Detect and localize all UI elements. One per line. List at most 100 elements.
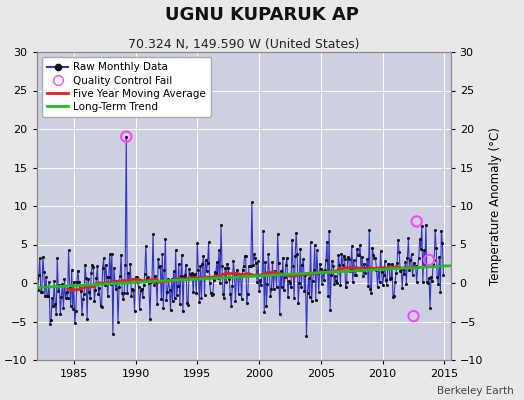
Point <box>404 235 412 242</box>
Point <box>89 264 97 270</box>
Point <box>344 256 353 262</box>
Point <box>188 270 196 276</box>
Point <box>373 284 381 290</box>
Point <box>93 262 102 269</box>
Point <box>227 303 235 310</box>
Point <box>83 316 91 322</box>
Point <box>151 272 159 279</box>
Point <box>161 236 170 242</box>
Point <box>218 262 226 269</box>
Point <box>39 254 47 260</box>
Point <box>110 264 118 271</box>
Point <box>324 293 332 299</box>
Point <box>185 266 193 273</box>
Point <box>436 288 444 295</box>
Point <box>136 306 144 313</box>
Point <box>216 280 224 286</box>
Point <box>425 275 433 282</box>
Point <box>116 273 124 280</box>
Point <box>232 270 241 277</box>
Point <box>383 282 391 288</box>
Point <box>53 255 61 262</box>
Point <box>360 261 368 267</box>
Point <box>32 275 41 281</box>
Point <box>106 281 115 288</box>
Point <box>54 288 62 294</box>
Point <box>268 259 277 265</box>
Point <box>148 277 156 284</box>
Point <box>385 261 393 268</box>
Point <box>58 281 67 287</box>
Point <box>423 279 431 286</box>
Point <box>351 272 359 278</box>
Point <box>104 293 112 300</box>
Text: Berkeley Earth: Berkeley Earth <box>437 386 514 396</box>
Point <box>361 270 369 276</box>
Point <box>269 286 278 292</box>
Point <box>199 253 208 260</box>
Point <box>123 290 132 296</box>
Point <box>250 251 258 258</box>
Point <box>163 288 172 295</box>
Point <box>417 246 425 252</box>
Point <box>132 274 140 280</box>
Point <box>411 262 420 269</box>
Point <box>224 265 233 272</box>
Point <box>270 268 279 274</box>
Point <box>419 279 427 285</box>
Point <box>420 247 428 254</box>
Point <box>122 134 130 140</box>
Point <box>60 276 69 282</box>
Point <box>145 280 153 286</box>
Point <box>345 268 354 275</box>
Point <box>249 262 257 268</box>
Point <box>410 264 419 270</box>
Point <box>388 261 396 268</box>
Point <box>122 134 130 140</box>
Point <box>135 284 143 290</box>
Point <box>315 260 324 267</box>
Point <box>412 279 421 286</box>
Point <box>362 265 370 272</box>
Point <box>74 268 82 274</box>
Point <box>305 294 314 300</box>
Point <box>414 254 423 261</box>
Point <box>105 274 113 280</box>
Point <box>152 279 160 285</box>
Point <box>228 283 236 289</box>
Point <box>141 242 150 249</box>
Point <box>334 252 343 258</box>
Point <box>201 257 210 263</box>
Point <box>297 284 305 290</box>
Point <box>347 243 356 250</box>
Point <box>286 280 294 286</box>
Point <box>223 260 232 267</box>
Point <box>287 284 295 290</box>
Point <box>226 290 234 297</box>
Point <box>418 222 426 229</box>
Point <box>157 295 166 302</box>
Point <box>377 269 386 275</box>
Point <box>57 294 66 300</box>
Point <box>333 280 342 286</box>
Point <box>358 254 366 260</box>
Point <box>85 289 93 296</box>
Point <box>242 253 250 260</box>
Point <box>421 260 429 267</box>
Point <box>343 279 351 285</box>
Point <box>167 276 176 282</box>
Point <box>348 279 357 286</box>
Point <box>173 283 182 290</box>
Point <box>313 247 321 254</box>
Point <box>69 306 77 312</box>
Point <box>355 252 363 258</box>
Point <box>146 315 154 322</box>
Point <box>318 281 326 287</box>
Point <box>262 303 270 310</box>
Point <box>392 270 400 276</box>
Point <box>115 284 123 291</box>
Point <box>169 268 178 274</box>
Point <box>294 300 302 306</box>
Point <box>356 242 364 248</box>
Point <box>205 280 214 286</box>
